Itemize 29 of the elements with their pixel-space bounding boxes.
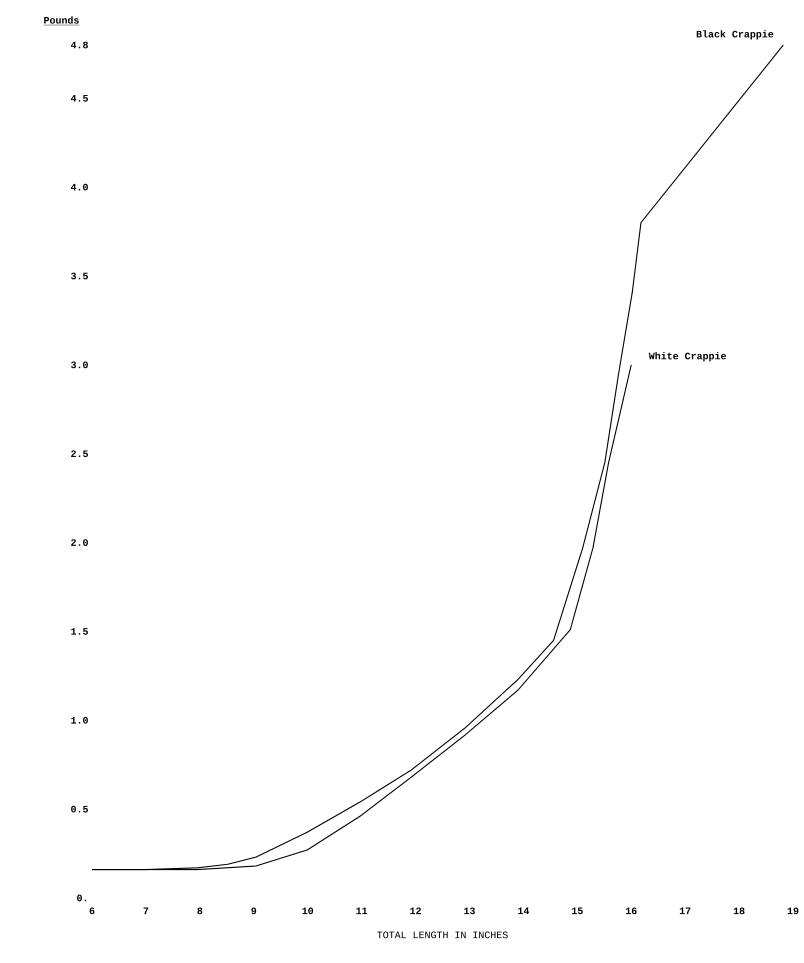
y-tick-label: 0.5 xyxy=(71,806,88,813)
x-axis-title: TOTAL LENGTH IN INCHES xyxy=(377,932,508,938)
x-tick-label: 13 xyxy=(464,908,475,914)
y-tick-label: 4.5 xyxy=(70,94,88,102)
x-tick-label: 11 xyxy=(356,908,368,914)
x-tick-label: 17 xyxy=(680,908,690,914)
x-tick-label: 18 xyxy=(734,908,745,914)
y-tick-label: 3.0 xyxy=(71,361,88,368)
x-tick-label: 19 xyxy=(788,908,798,914)
y-tick-label: 0. xyxy=(77,894,86,902)
y-tick-label: 4.8 xyxy=(70,42,88,48)
x-tick-label: 10 xyxy=(302,908,314,914)
x-tick-label: 12 xyxy=(410,908,421,914)
y-axis-title: Pounds xyxy=(44,16,79,24)
x-tick-label: 15 xyxy=(572,908,583,914)
series-label: Black Crappie xyxy=(696,30,774,40)
y-tick-label: 1.5 xyxy=(71,628,88,635)
x-tick-label: 7 xyxy=(144,908,148,914)
y-tick-label: 2.5 xyxy=(71,450,88,458)
x-tick-label: 8 xyxy=(197,908,202,914)
y-tick-label: 3.5 xyxy=(71,272,88,280)
y-tick-label: 1.0 xyxy=(71,716,88,724)
y-tick-label: 2.0 xyxy=(71,539,88,546)
y-tick-label: 4.0 xyxy=(70,184,88,191)
x-tick-label: 6 xyxy=(90,908,94,914)
x-tick-label: 9 xyxy=(251,908,256,914)
x-tick-label: 14 xyxy=(518,908,530,914)
x-tick-label: 16 xyxy=(626,908,637,914)
series-label: White Crappie xyxy=(648,352,726,362)
